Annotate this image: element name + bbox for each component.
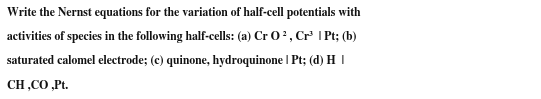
Text: saturated calomel electrode; (c) quinone, hydroquinone | Pt; (d) H⁺ |: saturated calomel electrode; (c) quinone… <box>7 55 344 67</box>
Text: activities of species in the following half-cells: (a) Cr₂O₇²⁻, Cr³⁺ | Pt; (b): activities of species in the following h… <box>7 31 357 43</box>
Text: Write the Nernst equations for the variation of half-cell potentials with: Write the Nernst equations for the varia… <box>7 7 361 19</box>
Text: CH₄,CO₂,Pt.: CH₄,CO₂,Pt. <box>7 80 68 92</box>
